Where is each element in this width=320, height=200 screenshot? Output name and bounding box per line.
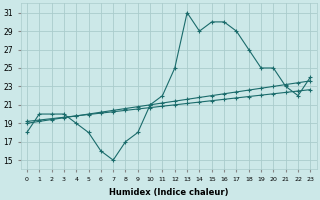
X-axis label: Humidex (Indice chaleur): Humidex (Indice chaleur) <box>109 188 228 197</box>
